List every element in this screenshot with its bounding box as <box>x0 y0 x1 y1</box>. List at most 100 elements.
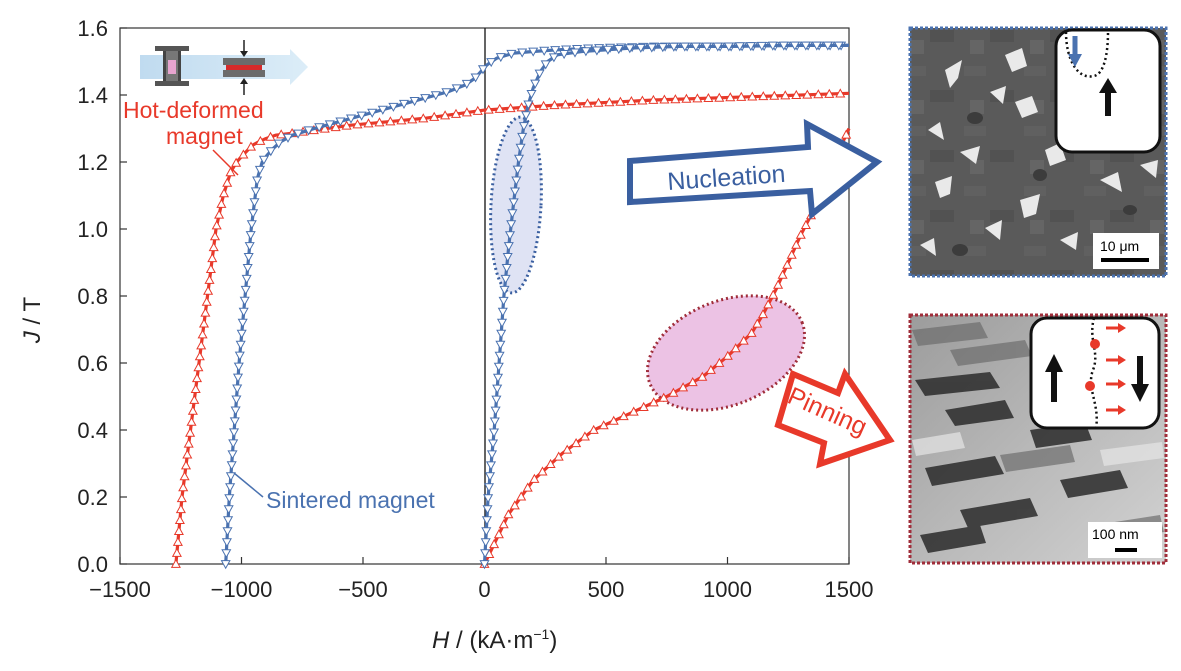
hot-deformed-magnet-marker <box>692 93 703 103</box>
hot-deformed-magnet-marker <box>752 318 763 328</box>
sintered-magnet-marker <box>250 187 261 197</box>
sintered-magnet-marker <box>690 42 701 52</box>
sintered-label: Sintered magnet <box>266 487 435 513</box>
hot-deformed-magnet-marker <box>658 392 669 402</box>
hot-deformed-magnet-marker <box>835 88 846 98</box>
sintered-magnet-marker <box>493 362 504 372</box>
hot-deformed-magnet-marker <box>503 509 514 519</box>
sintered-magnet-marker <box>242 264 253 274</box>
hot-deformed-magnet-marker <box>618 411 629 421</box>
sintered-magnet-marker <box>492 384 503 394</box>
sintered-magnet-marker <box>221 538 232 548</box>
hot-deformed-magnet-marker <box>204 274 215 284</box>
sintered-magnet-marker <box>485 461 497 471</box>
sintered-magnet-marker <box>494 351 505 361</box>
sintered-magnet-marker <box>491 395 502 405</box>
hot-deformed-magnet-marker <box>527 101 538 111</box>
hot-deformed-magnet-marker <box>182 449 193 459</box>
hot-deformed-magnet-marker <box>194 351 205 361</box>
pinning-ellipse <box>646 294 806 412</box>
y-tick-label: 0.6 <box>77 351 108 376</box>
sintered-magnet-marker <box>222 527 233 537</box>
hot-deformed-magnet-marker <box>628 406 639 416</box>
x-axis-label: H / (kA·m−1) <box>432 626 557 654</box>
hot-deformed-magnet-marker <box>189 394 200 404</box>
sintered-magnet-marker <box>487 439 499 449</box>
sintered-magnet-marker <box>580 47 591 57</box>
sintered-magnet-marker <box>223 516 234 526</box>
hot-deformed-magnet-marker <box>505 103 516 113</box>
hot-deformed-magnet-marker <box>571 98 582 108</box>
hot-deformed-magnet-marker <box>516 102 527 112</box>
sintered-magnet-marker <box>539 46 550 56</box>
sintered-magnet-marker <box>513 154 525 164</box>
hot-deformed-magnet-marker <box>681 93 692 103</box>
sintered-magnet-marker <box>234 351 245 361</box>
hot-deformed-magnet-marker <box>363 118 374 128</box>
hot-deformed-magnet-marker <box>191 372 203 383</box>
hot-deformed-magnet-marker <box>687 376 698 387</box>
hot-deformed-magnet-marker <box>813 89 824 99</box>
hot-deformed-magnet-marker <box>738 335 749 345</box>
x-tick-label: 500 <box>588 577 625 602</box>
hot-deformed-magnet-marker <box>418 113 429 123</box>
hot-deformed-magnet-marker <box>777 269 788 279</box>
hot-deformed-magnet-marker <box>571 437 582 448</box>
hot-deformed-magnet-marker <box>593 97 604 107</box>
nucleation-arrow: Nucleation <box>627 118 883 220</box>
sintered-magnet-marker <box>512 165 523 175</box>
hot-deformed-magnet-marker <box>780 90 791 100</box>
sintered-magnet-marker <box>789 41 800 51</box>
hot-deformed-magnet-marker <box>516 491 527 501</box>
hot-deformed-magnet-marker <box>538 100 549 110</box>
sintered-magnet-marker <box>507 209 518 219</box>
hot-deformed-magnet-marker <box>407 114 418 124</box>
hot-deformed-magnet-marker <box>489 538 500 549</box>
hot-deformed-magnet-marker <box>193 362 204 372</box>
hot-deformed-magnet-marker <box>786 249 797 259</box>
sintered-magnet-marker <box>282 133 294 143</box>
hot-deformed-magnet-marker <box>222 177 233 187</box>
hot-deformed-magnet-marker <box>209 231 221 241</box>
x-tick-label: 1000 <box>703 577 752 602</box>
y-tick-label: 0.4 <box>77 418 108 443</box>
sintered-magnet-marker <box>232 373 244 383</box>
sintered-magnet-marker <box>249 198 260 208</box>
hot-deformed-magnet-marker <box>494 103 505 113</box>
hot-deformed-magnet-marker <box>791 89 802 99</box>
sintered-magnet-marker <box>224 494 235 504</box>
sintered-magnet-marker <box>679 42 690 52</box>
sintered-magnet-marker <box>241 274 252 285</box>
sintered-magnet-marker <box>324 120 335 130</box>
sintered-magnet-marker <box>668 42 679 52</box>
hot-deformed-magnet-marker <box>180 460 192 470</box>
hot-deformed-magnet-marker <box>638 401 649 411</box>
hot-deformed-magnet-marker <box>791 239 802 249</box>
sintered-magnet-marker <box>398 99 410 110</box>
sintered-magnet-marker <box>508 198 519 208</box>
sintered-magnet-marker <box>550 46 561 56</box>
hot-deformed-magnet-marker <box>185 427 196 437</box>
sintered-magnet-marker <box>483 494 494 504</box>
hot-deformed-magnet-marker <box>216 198 227 208</box>
hot-deformed-magnet-marker <box>201 296 212 306</box>
hot-deformed-magnet-marker <box>255 135 266 145</box>
sintered-magnet-marker <box>833 41 844 51</box>
hot-deformed-magnet-marker <box>493 529 504 539</box>
sintered-magnet-marker <box>540 60 551 70</box>
hot-deformed-magnet-marker <box>800 219 811 229</box>
hot-deformed-magnet-marker <box>319 123 330 133</box>
sintered-magnet-marker <box>506 49 517 60</box>
hot-deformed-magnet-marker <box>648 397 659 407</box>
sintered-magnet-marker <box>243 253 254 263</box>
sintered-magnet-marker <box>240 285 251 296</box>
sintered-magnet-marker <box>635 43 646 53</box>
y-tick-label: 1.6 <box>77 16 108 41</box>
sem-micrograph-panel: 10 μm <box>908 26 1168 278</box>
sintered-magnet-marker <box>517 132 528 143</box>
hot-deformed-magnet-marker <box>782 259 793 269</box>
sintered-magnet-marker <box>569 48 581 58</box>
hot-deformed-magnet-marker <box>604 97 615 107</box>
y-tick-label: 0.0 <box>77 552 108 577</box>
